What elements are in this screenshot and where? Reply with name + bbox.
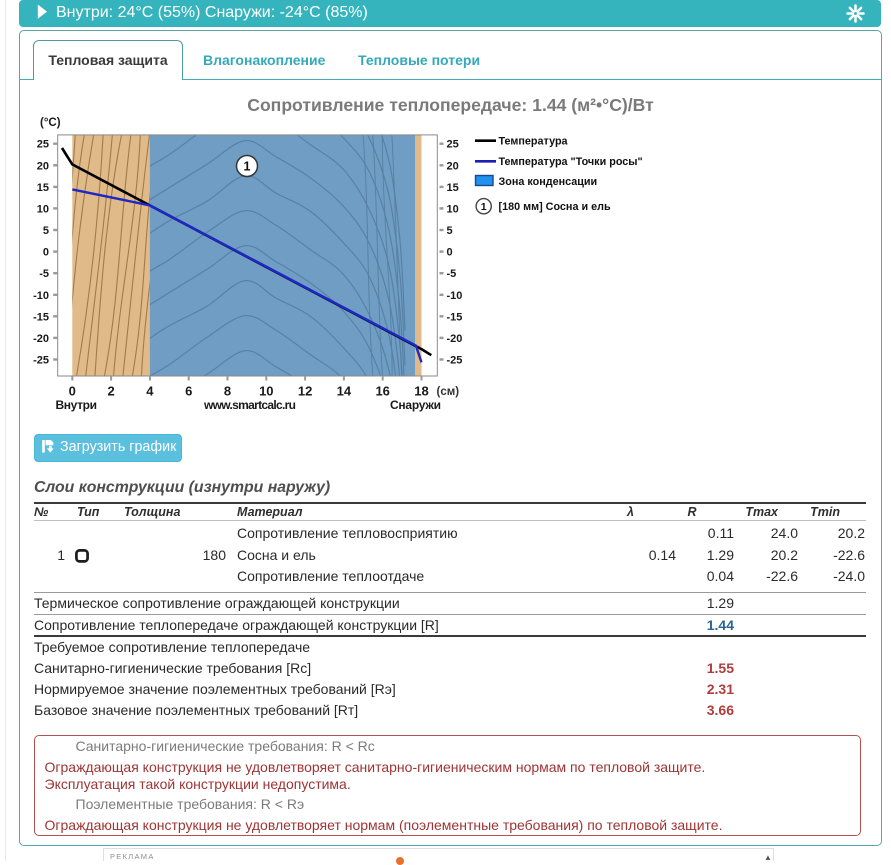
- svg-text:Снаружи: Снаружи: [390, 398, 441, 412]
- svg-text:-5: -5: [39, 268, 49, 280]
- svg-text:12: 12: [298, 383, 312, 398]
- svg-text:Температура "Точки росы": Температура "Точки росы": [499, 156, 643, 168]
- svg-text:-20: -20: [447, 333, 463, 345]
- svg-text:6: 6: [185, 383, 192, 398]
- svg-text:(см): (см): [437, 386, 460, 398]
- svg-text:0: 0: [43, 247, 49, 259]
- svg-text:Зона конденсации: Зона конденсации: [499, 176, 598, 188]
- svg-text:20: 20: [447, 160, 459, 172]
- svg-text:16: 16: [375, 383, 389, 398]
- svg-text:(°C): (°C): [40, 117, 61, 129]
- svg-text:4: 4: [146, 383, 154, 398]
- svg-text:15: 15: [447, 182, 459, 194]
- svg-text:18: 18: [414, 383, 428, 398]
- svg-text:-15: -15: [33, 311, 49, 323]
- svg-text:-25: -25: [447, 355, 463, 367]
- svg-text:0: 0: [69, 383, 76, 398]
- svg-text:-20: -20: [33, 333, 49, 345]
- svg-text:25: 25: [37, 139, 49, 151]
- svg-text:-15: -15: [447, 311, 463, 323]
- svg-text:5: 5: [43, 225, 49, 237]
- svg-text:-5: -5: [447, 268, 457, 280]
- svg-text:2: 2: [107, 383, 114, 398]
- svg-text:Температура: Температура: [499, 136, 569, 148]
- svg-text:Внутри: Внутри: [56, 398, 98, 412]
- svg-text:14: 14: [337, 383, 352, 398]
- svg-text:10: 10: [259, 383, 273, 398]
- svg-text:0: 0: [447, 247, 453, 259]
- svg-text:10: 10: [37, 203, 49, 215]
- svg-text:8: 8: [224, 383, 231, 398]
- svg-text:[180 мм] Сосна и ель: [180 мм] Сосна и ель: [499, 201, 611, 213]
- svg-text:1: 1: [481, 201, 487, 213]
- svg-text:15: 15: [37, 182, 49, 194]
- svg-text:5: 5: [447, 225, 453, 237]
- svg-text:-10: -10: [33, 290, 49, 302]
- svg-text:1: 1: [244, 160, 251, 174]
- svg-text:10: 10: [447, 203, 459, 215]
- svg-text:-25: -25: [33, 355, 49, 367]
- svg-text:www.smartcalc.ru: www.smartcalc.ru: [203, 398, 296, 412]
- svg-text:-10: -10: [447, 290, 463, 302]
- svg-text:25: 25: [447, 139, 459, 151]
- svg-text:20: 20: [37, 160, 49, 172]
